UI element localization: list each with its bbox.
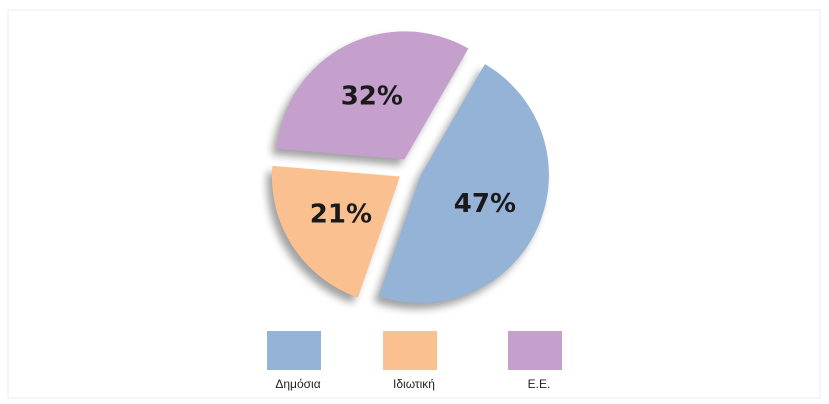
value-label: 32% bbox=[341, 81, 403, 111]
slice bbox=[271, 165, 400, 298]
legend-swatch bbox=[383, 331, 437, 370]
slice bbox=[276, 31, 469, 160]
legend-swatch bbox=[508, 331, 562, 370]
legend-label: Ιδιωτική bbox=[393, 377, 435, 391]
value-label: 21% bbox=[310, 199, 372, 229]
legend-label: Δημόσια bbox=[275, 377, 320, 391]
slices bbox=[271, 31, 549, 303]
legend-swatch bbox=[267, 331, 321, 370]
value-label: 47% bbox=[454, 189, 516, 219]
legend-label: Ε.Ε. bbox=[528, 377, 551, 391]
slice bbox=[378, 64, 549, 303]
